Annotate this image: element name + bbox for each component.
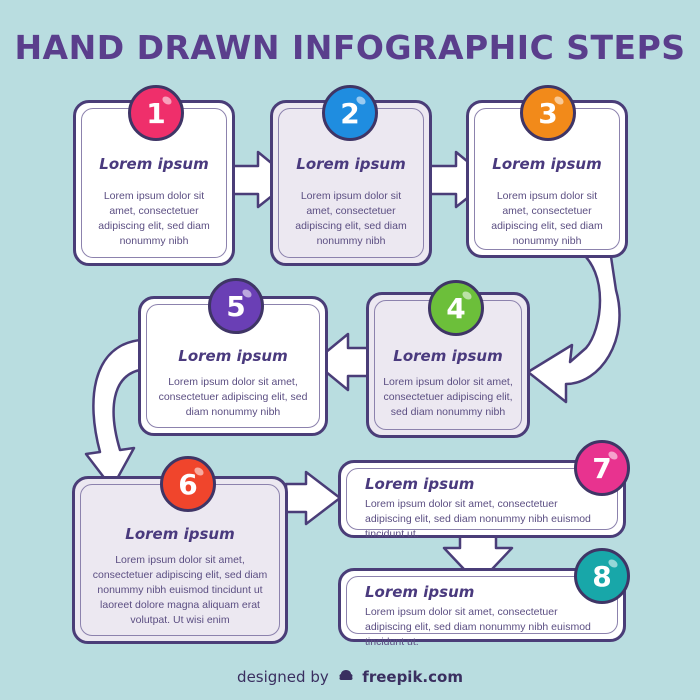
step-number-badge-8: 8: [574, 548, 630, 604]
step-card-2: Lorem ipsum Lorem ipsum dolor sit amet, …: [270, 100, 432, 266]
curved-arrow-down-left-icon: [526, 248, 621, 404]
step-number-badge-7: 7: [574, 440, 630, 496]
freepik-logo-icon: [338, 670, 353, 680]
step-heading: Lorem ipsum: [125, 525, 235, 543]
step-text: Lorem ipsum dolor sit amet, consectetuer…: [383, 376, 513, 418]
step-heading: Lorem ipsum: [492, 155, 602, 173]
step-heading: Lorem ipsum: [296, 155, 406, 173]
step-heading: Lorem ipsum: [365, 583, 475, 601]
step-number-badge-3: 3: [520, 85, 576, 141]
footer-brand[interactable]: freepik.com: [362, 668, 463, 686]
arrow-right-icon: [284, 470, 342, 526]
step-text: Lorem ipsum dolor sit amet, consectetuer…: [295, 190, 407, 247]
step-text: Lorem ipsum dolor sit amet, consectetuer…: [365, 498, 591, 540]
curved-arrow-down-icon: [84, 310, 142, 490]
step-number-badge-4: 4: [428, 280, 484, 336]
step-heading: Lorem ipsum: [99, 155, 209, 173]
step-text: Lorem ipsum dolor sit amet, consectetuer…: [365, 606, 591, 648]
step-heading: Lorem ipsum: [365, 475, 475, 493]
step-heading: Lorem ipsum: [393, 347, 503, 365]
footer-prefix: designed by: [237, 668, 329, 686]
step-number-badge-5: 5: [208, 278, 264, 334]
step-number-badge-6: 6: [160, 456, 216, 512]
step-number-badge-2: 2: [322, 85, 378, 141]
page-title: HAND DRAWN INFOGRAPHIC STEPS: [14, 28, 686, 67]
step-text: Lorem ipsum dolor sit amet, consectetuer…: [92, 554, 268, 626]
step-text: Lorem ipsum dolor sit amet, consectetuer…: [491, 190, 603, 247]
step-text: Lorem ipsum dolor sit amet, consectetuer…: [158, 376, 308, 418]
attribution-footer: designed by freepik.com: [0, 668, 700, 686]
step-text: Lorem ipsum dolor sit amet, consectetuer…: [98, 190, 210, 247]
step-number-badge-1: 1: [128, 85, 184, 141]
step-card-1: Lorem ipsum Lorem ipsum dolor sit amet, …: [73, 100, 235, 266]
step-heading: Lorem ipsum: [178, 347, 288, 365]
